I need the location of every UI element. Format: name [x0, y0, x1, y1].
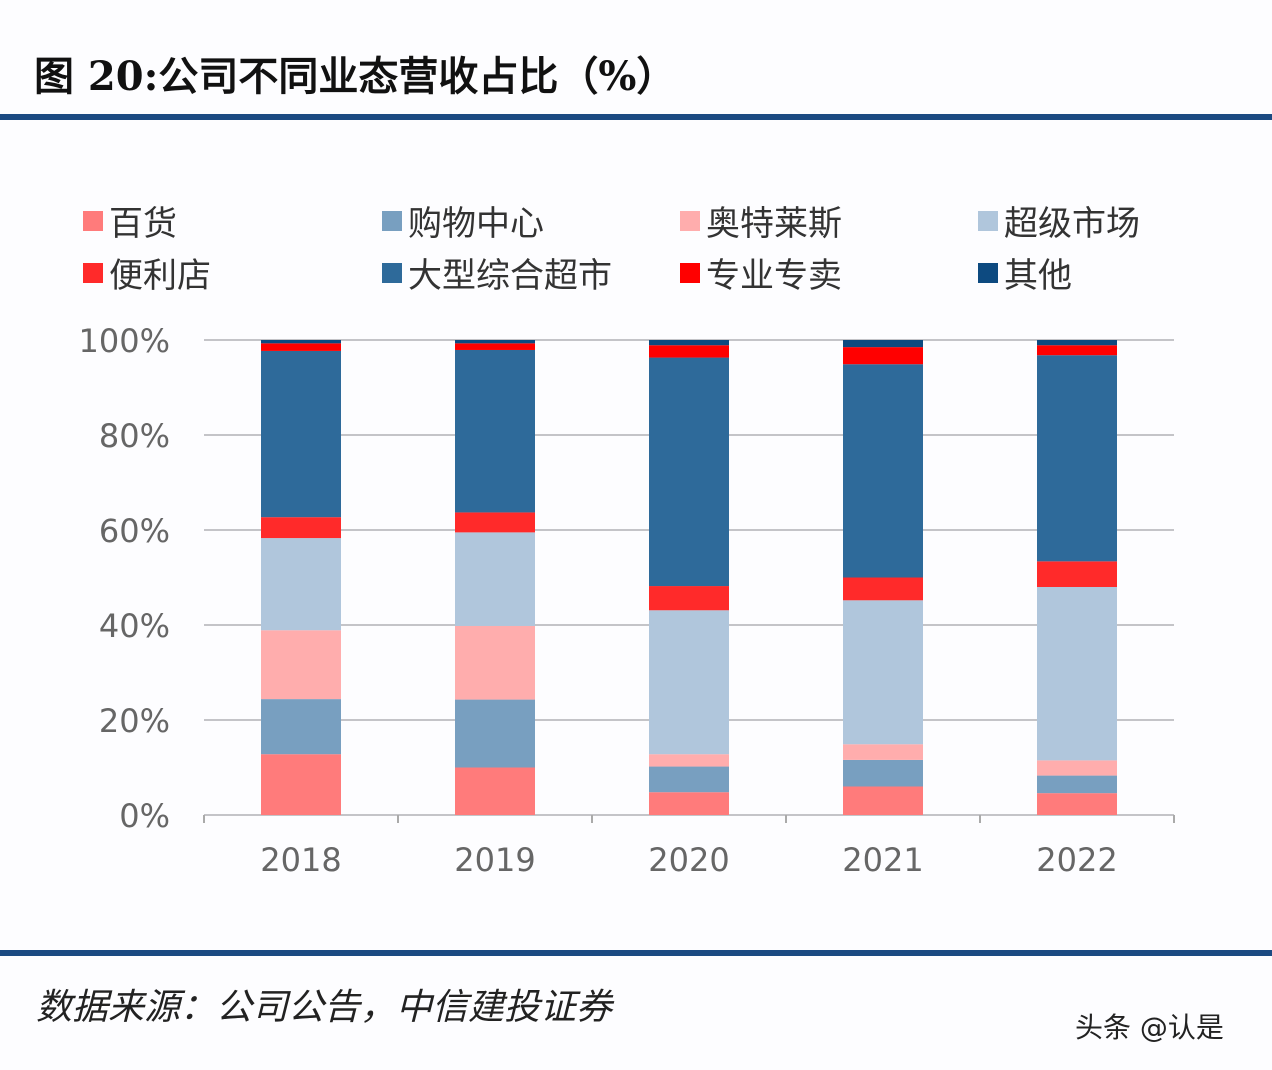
- legend-label: 便利店: [109, 256, 211, 296]
- legend-swatch: [83, 262, 103, 283]
- bar-segment: [261, 538, 341, 631]
- y-tick-label: 0%: [119, 797, 170, 835]
- bar-segment: [1037, 587, 1117, 761]
- bar-segment: [649, 586, 729, 611]
- bar-segment: [1037, 775, 1117, 794]
- bar-segment: [455, 767, 535, 815]
- bar-segment: [1037, 561, 1117, 587]
- y-tick-label: 40%: [99, 607, 170, 645]
- bar-segment: [455, 340, 535, 344]
- bar-segment: [843, 744, 923, 760]
- bar-segment: [649, 610, 729, 755]
- legend-swatch: [382, 210, 402, 231]
- y-tick-label: 80%: [99, 417, 170, 455]
- x-tick-label: 2022: [1036, 841, 1117, 879]
- bar-segment: [1037, 345, 1117, 356]
- watermark: 头条 @认是: [1075, 1011, 1224, 1044]
- bar-segment: [261, 340, 341, 344]
- legend-label: 奥特莱斯: [706, 204, 842, 244]
- legend-item: 超级市场: [978, 196, 1140, 245]
- x-tick-label: 2020: [648, 841, 729, 879]
- bar-segment: [843, 340, 923, 348]
- legend-item: 专业专卖: [680, 248, 842, 297]
- bar-segment: [261, 350, 341, 518]
- bar-segment: [455, 343, 535, 350]
- x-tick-label: 2021: [842, 841, 923, 879]
- bar-segment: [261, 754, 341, 815]
- header-rule: [0, 114, 1272, 120]
- bar-segment: [843, 577, 923, 601]
- legend-label: 超级市场: [1004, 204, 1140, 244]
- legend-swatch: [978, 262, 998, 283]
- bar-segment: [1037, 760, 1117, 776]
- bar-segment: [261, 517, 341, 539]
- bar-segment: [261, 699, 341, 755]
- y-tick-label: 100%: [79, 322, 170, 360]
- bar-segment: [649, 357, 729, 587]
- legend-label: 其他: [1004, 256, 1072, 296]
- bar-segment: [649, 754, 729, 767]
- legend-item: 百货: [83, 196, 177, 245]
- legend-swatch: [680, 210, 700, 231]
- legend-label: 百货: [109, 204, 177, 244]
- bar-segment: [843, 786, 923, 815]
- bar-segment: [843, 600, 923, 745]
- bar-segment: [649, 766, 729, 793]
- bar-segment: [1037, 793, 1117, 815]
- legend-item: 购物中心: [382, 196, 544, 245]
- bar-segment: [455, 699, 535, 768]
- y-tick-label: 20%: [99, 702, 170, 740]
- bar-segment: [649, 340, 729, 346]
- legend-swatch: [382, 262, 402, 283]
- legend-item: 大型综合超市: [382, 248, 612, 297]
- bar-segment: [455, 625, 535, 700]
- bar-segment: [843, 759, 923, 787]
- bar-segment: [1037, 355, 1117, 562]
- bar-segment: [649, 345, 729, 358]
- x-tick-label: 2019: [454, 841, 535, 879]
- footer-rule: [0, 950, 1272, 956]
- bar-segment: [261, 630, 341, 700]
- legend-item: 其他: [978, 248, 1072, 297]
- legend-label: 专业专卖: [706, 256, 842, 296]
- source-note: 数据来源：公司公告，中信建投证券: [36, 987, 613, 1028]
- legend-swatch: [978, 210, 998, 231]
- bar-segment: [455, 512, 535, 533]
- bar-segment: [649, 792, 729, 815]
- legend-swatch: [83, 210, 103, 231]
- legend-item: 便利店: [83, 248, 211, 297]
- legend-label: 大型综合超市: [408, 256, 612, 296]
- legend-label: 购物中心: [408, 204, 544, 244]
- stacked-bar-chart: 0% 20% 40% 60% 80% 100% 2018 2019 2020 2021 2022: [79, 322, 1175, 879]
- legend-item: 奥特莱斯: [680, 196, 842, 245]
- bar-segment: [455, 532, 535, 626]
- bar-segment: [843, 347, 923, 365]
- chart-title: 图 20:公司不同业态营收占比（%）: [34, 53, 677, 100]
- bar-segment: [455, 349, 535, 513]
- legend-swatch: [680, 262, 700, 283]
- bar-segment: [261, 343, 341, 351]
- bar-segment: [843, 364, 923, 578]
- bar-segment: [1037, 340, 1117, 346]
- x-tick-label: 2018: [260, 841, 341, 879]
- y-tick-label: 60%: [99, 512, 170, 550]
